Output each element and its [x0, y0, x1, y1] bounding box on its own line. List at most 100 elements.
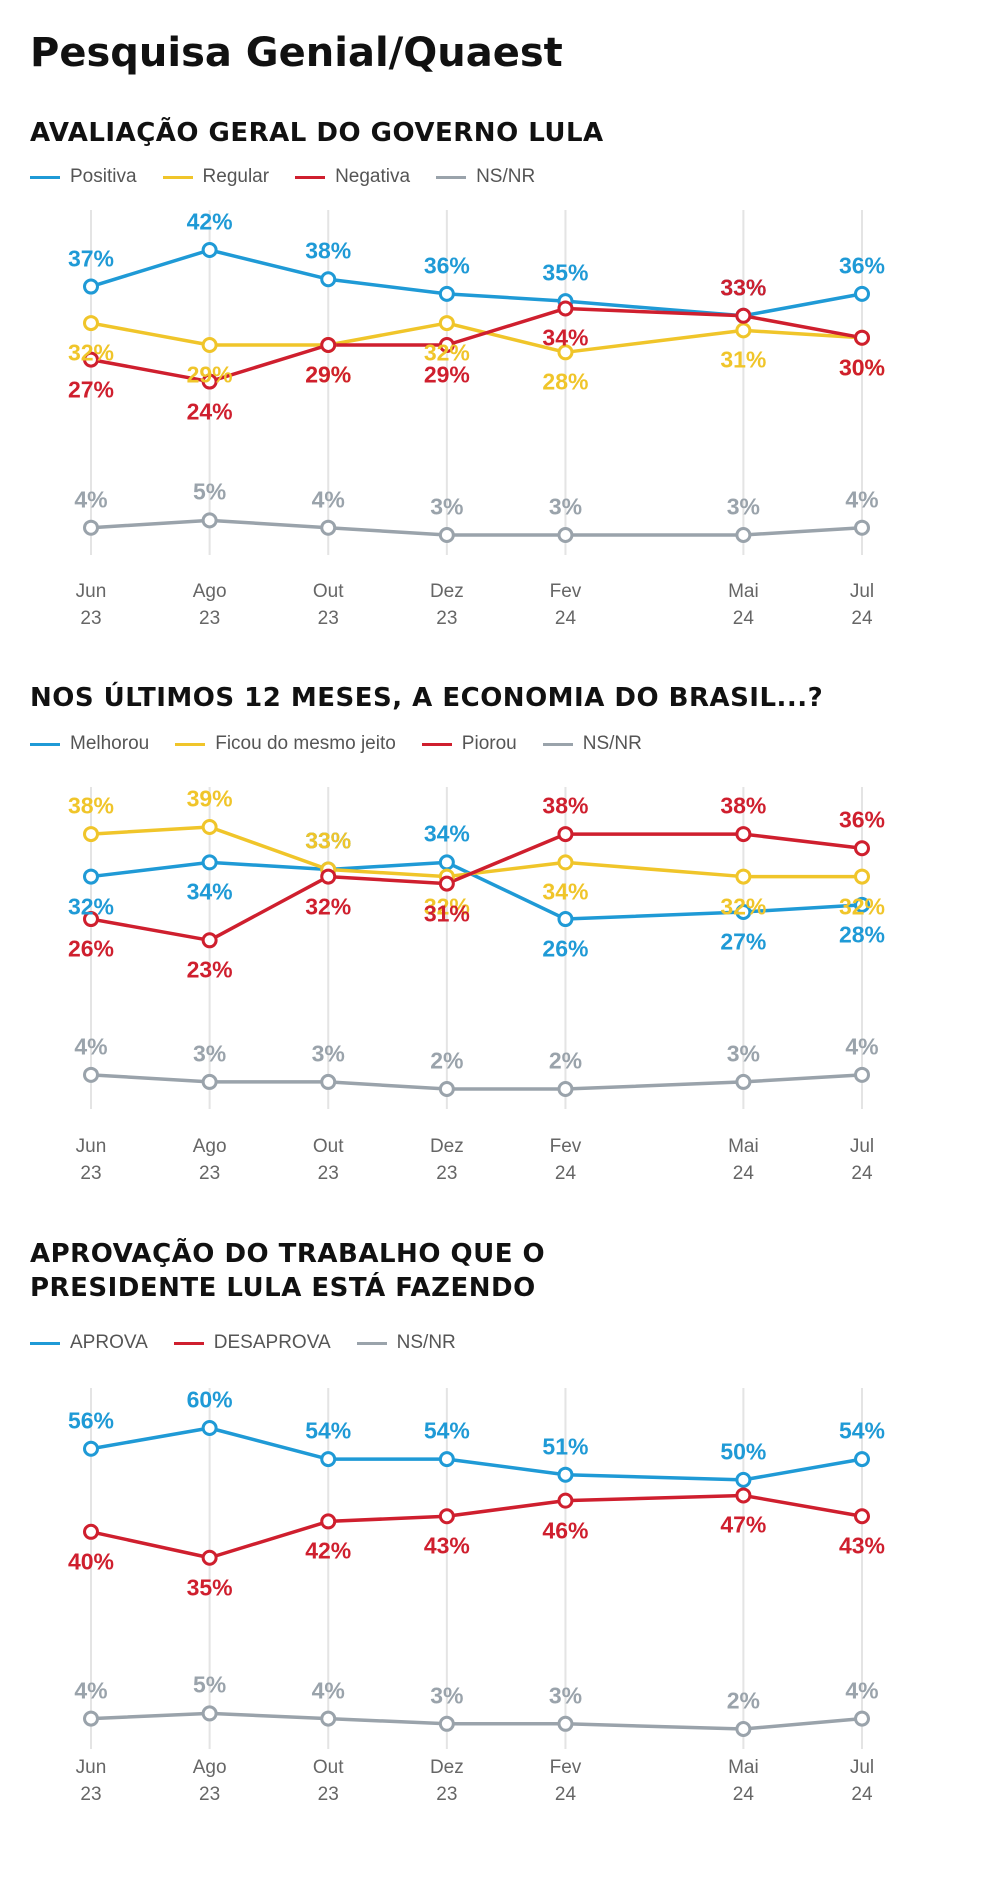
- data-point: [320, 1513, 337, 1530]
- data-point: [854, 1710, 870, 1727]
- x-tick-label: Jun 23: [75, 1757, 107, 1805]
- data-label: 29%: [305, 361, 352, 388]
- legend-swatch: [436, 175, 467, 179]
- data-label: 34%: [186, 878, 233, 905]
- legend-swatch: [173, 1341, 204, 1345]
- data-point: [557, 527, 574, 543]
- x-tick-label: Out 23: [312, 581, 344, 629]
- data-label: 50%: [720, 1438, 767, 1465]
- legend: Melhorou Ficou do mesmo jeito Piorou NS/NR: [30, 733, 642, 755]
- x-tick-label: Fev 24: [549, 581, 582, 629]
- data-point: [83, 826, 99, 843]
- data-label: 24%: [186, 398, 233, 425]
- data-label: 36%: [423, 252, 470, 279]
- data-point: [735, 1073, 752, 1090]
- data-label: 4%: [74, 1677, 108, 1704]
- data-label: 47%: [720, 1511, 767, 1538]
- legend-item: Ficou do mesmo jeito: [175, 733, 396, 755]
- data-point: [320, 337, 337, 353]
- data-label: 4%: [311, 486, 345, 513]
- legend-item: Melhorou: [30, 733, 149, 755]
- data-point: [83, 1066, 99, 1083]
- page-title: Pesquisa Genial/Quaest: [30, 30, 563, 76]
- data-label: 5%: [192, 1671, 227, 1698]
- data-point: [83, 1523, 99, 1540]
- data-point: [83, 351, 99, 368]
- data-label: 33%: [305, 827, 352, 854]
- x-tick-label: Fev 24: [549, 1757, 582, 1805]
- chart-title: AVALIAÇÃO GERAL DO GOVERNO LULA: [30, 118, 604, 148]
- legend-item: APROVA: [30, 1332, 148, 1354]
- data-label: 38%: [305, 237, 352, 264]
- chart-title: APROVAÇÃO DO TRABALHO QUE O PRESIDENTE L…: [30, 1239, 546, 1303]
- data-label: 4%: [845, 486, 879, 513]
- data-point: [201, 932, 218, 949]
- data-label: 32%: [838, 893, 886, 920]
- data-label: 42%: [186, 208, 233, 235]
- legend-item: Positiva: [30, 166, 137, 188]
- data-label: 54%: [838, 1417, 886, 1444]
- data-label: 33%: [720, 274, 767, 301]
- data-point: [735, 868, 752, 885]
- data-label: 38%: [67, 792, 115, 819]
- data-point: [438, 1081, 455, 1097]
- data-point: [557, 854, 574, 871]
- x-tick-label: Ago 23: [192, 581, 227, 629]
- legend-swatch: [162, 175, 193, 179]
- data-point: [438, 315, 455, 332]
- data-label: 60%: [186, 1386, 233, 1413]
- data-point: [854, 519, 870, 536]
- legend-item: Regular: [162, 166, 269, 188]
- data-label: 26%: [542, 935, 589, 962]
- data-label: 36%: [838, 806, 886, 833]
- data-point: [735, 307, 752, 324]
- data-label: 36%: [838, 252, 886, 279]
- data-point: [854, 1066, 870, 1083]
- data-label: 26%: [67, 935, 115, 962]
- data-label: 3%: [311, 1040, 345, 1067]
- data-point: [83, 315, 99, 332]
- data-point: [201, 854, 218, 871]
- legend-label: NS/NR: [396, 1332, 456, 1353]
- data-point: [557, 911, 574, 928]
- data-label: 31%: [423, 900, 470, 927]
- data-label: 2%: [430, 1047, 464, 1074]
- data-point: [735, 1487, 752, 1504]
- data-point: [557, 1466, 574, 1483]
- data-label: 54%: [305, 1417, 352, 1444]
- data-point: [320, 271, 337, 288]
- data-point: [854, 868, 870, 885]
- data-label: 2%: [726, 1687, 760, 1714]
- legend-item: NS/NR: [436, 166, 535, 188]
- data-point: [735, 1471, 752, 1488]
- data-label: 27%: [720, 928, 767, 955]
- x-tick-label: Jun 23: [75, 1136, 107, 1184]
- data-point: [83, 911, 99, 928]
- data-point: [83, 519, 99, 536]
- data-point: [320, 1451, 337, 1468]
- data-label: 5%: [192, 478, 227, 505]
- data-label: 40%: [67, 1548, 115, 1575]
- data-point: [83, 868, 99, 885]
- data-point: [320, 868, 337, 885]
- data-point: [438, 1451, 455, 1468]
- data-label: 56%: [67, 1407, 115, 1434]
- data-label: 23%: [186, 956, 233, 983]
- data-point: [735, 903, 752, 920]
- data-label: 33%: [720, 274, 767, 301]
- x-tick-label: Dez 23: [429, 581, 464, 629]
- data-label: 38%: [542, 792, 589, 819]
- data-label: 32%: [67, 339, 115, 366]
- data-label: 3%: [192, 1040, 227, 1067]
- x-tick-label: Jul 24: [849, 581, 875, 629]
- data-label: 33%: [305, 827, 352, 854]
- legend-label: APROVA: [70, 1332, 148, 1353]
- x-tick-label: Jul 24: [849, 1136, 875, 1184]
- data-point: [557, 300, 574, 317]
- data-point: [735, 322, 752, 339]
- legend: APROVA DESAPROVA NS/NR: [30, 1332, 456, 1354]
- legend-swatch: [295, 175, 326, 179]
- data-label: 4%: [845, 1033, 879, 1060]
- data-point: [83, 1710, 99, 1727]
- data-label: 31%: [720, 346, 767, 373]
